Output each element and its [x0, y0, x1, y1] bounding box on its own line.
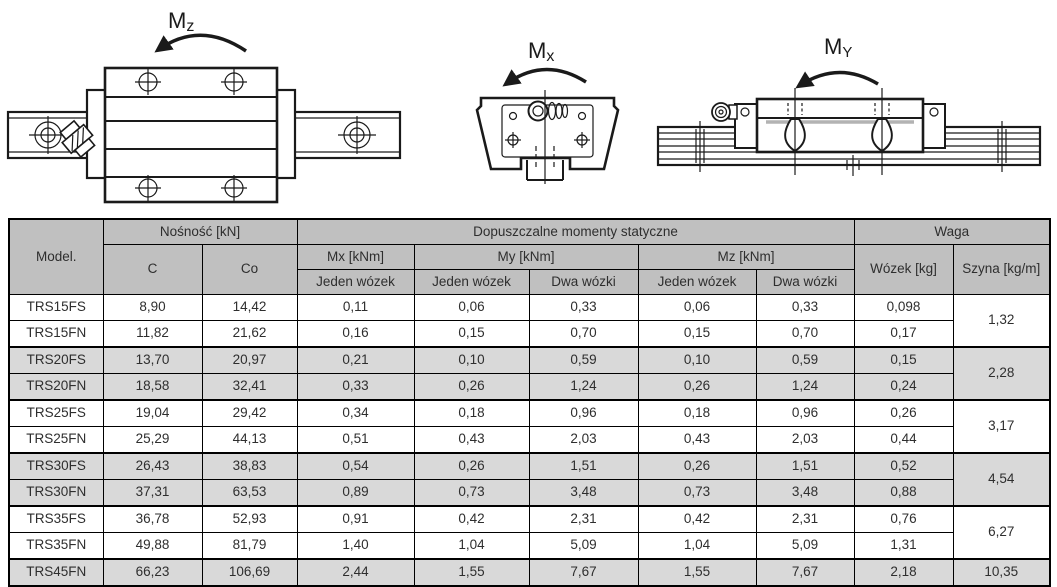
my-side-view-drawing: MY: [656, 34, 1042, 176]
col-header-model: Model.: [8, 218, 104, 295]
col-header-momenty: Dopuszczalne momenty statyczne: [296, 218, 855, 245]
carriage-bolt-hole: [135, 175, 161, 201]
table-header: Model. Nośność [kN] Dopuszczalne momenty…: [8, 218, 1051, 295]
mx-moment-arrow-icon: [502, 67, 587, 87]
mz-top-view-drawing: Mz: [6, 8, 402, 204]
szyna-merged-cell: 2,28: [952, 346, 1051, 401]
szyna-merged-cell: 1,32: [952, 294, 1051, 348]
carriage-bolt-hole: [221, 69, 247, 95]
col-header-wozek: Wózek [kg]: [853, 244, 954, 295]
model-cell: TRS25FN: [8, 426, 104, 454]
carriage-bolt-hole: [221, 175, 247, 201]
rail-bolt-mark: [997, 121, 1007, 172]
table-row: TRS25FS 19,04 29,42 0,34 0,18 0,96 0,18 …: [8, 399, 1051, 454]
end-view-bolt-hole: [574, 132, 590, 148]
rail-bolt-mark: [695, 121, 705, 172]
mz-label: Mz: [168, 8, 194, 35]
table-row: TRS15FS 8,90 14,42 0,11 0,06 0,33 0,06 0…: [8, 294, 1051, 348]
carriage-side-view: [711, 88, 946, 176]
col-header-mx-jeden: Jeden wózek: [296, 269, 415, 295]
grease-nipple: [59, 119, 96, 159]
model-cell: TRS30FN: [8, 479, 104, 507]
col-header-mx: Mx [kNm]: [296, 244, 415, 270]
model-cell: TRS35FN: [8, 532, 104, 560]
model-cell: TRS25FS: [8, 399, 104, 427]
mx-end-view-drawing: Mx: [475, 38, 620, 184]
szyna-merged-cell: 6,27: [952, 505, 1051, 560]
col-header-c: C: [102, 244, 203, 295]
model-cell: TRS15FN: [8, 320, 104, 348]
my-moment-arrow-icon: [795, 70, 879, 89]
col-header-my: My [kNm]: [413, 244, 639, 270]
col-header-co: Co: [201, 244, 298, 295]
end-view-bolt-hole: [505, 132, 521, 148]
model-cell: TRS20FN: [8, 373, 104, 401]
col-header-my-jeden: Jeden wózek: [413, 269, 530, 295]
col-header-waga: Waga: [853, 218, 1051, 245]
col-header-mz-dwa: Dwa wózki: [755, 269, 855, 295]
rail-bolt-hole: [29, 116, 67, 154]
mz-moment-arrow-icon: [154, 33, 247, 53]
grease-fitting: [527, 100, 569, 122]
col-header-mz: Mz [kNm]: [637, 244, 855, 270]
moment-direction-diagrams: Mz: [0, 0, 1057, 218]
table-row: TRS35FS 36,78 52,93 0,91 0,42 2,31 0,42 …: [8, 505, 1051, 560]
table-row: TRS25FN 25,29 44,13 0,51 0,43 2,03 0,43 …: [8, 426, 1050, 454]
table-row: TRS30FS 26,43 38,83 0,54 0,26 1,51 0,26 …: [8, 452, 1051, 507]
table-row: TRS30FN 37,31 63,53 0,89 0,73 3,48 0,73 …: [8, 479, 1050, 507]
col-header-my-dwa: Dwa wózki: [528, 269, 639, 295]
my-label: MY: [824, 34, 852, 61]
table-row: TRS15FN 11,82 21,62 0,16 0,15 0,70 0,15 …: [8, 320, 1050, 348]
diagrams-canvas: Mz: [6, 8, 1042, 204]
model-cell: TRS30FS: [8, 452, 104, 480]
carriage-end-view: [475, 90, 620, 184]
carriage-bolt-hole: [135, 69, 161, 95]
table-row: TRS45FN 66,23 106,69 2,44 1,55 7,67 1,55…: [8, 558, 1051, 587]
carriage-top-view: [59, 66, 297, 204]
bottom-center-mark: [846, 155, 860, 176]
col-header-nosnosc: Nośność [kN]: [102, 218, 298, 245]
grease-nipple-side: [711, 102, 738, 122]
rail-bolt-hole: [338, 116, 376, 154]
col-header-mz-jeden: Jeden wózek: [637, 269, 757, 295]
szyna-merged-cell: 3,17: [952, 399, 1051, 454]
table-row: TRS35FN 49,88 81,79 1,40 1,04 5,09 1,04 …: [8, 532, 1050, 560]
col-header-szyna: Szyna [kg/m]: [952, 244, 1051, 295]
mx-label: Mx: [528, 38, 554, 65]
load-ratings-table: Model. Nośność [kN] Dopuszczalne momenty…: [8, 218, 1052, 587]
table-row: TRS20FN 18,58 32,41 0,33 0,26 1,24 0,26 …: [8, 373, 1050, 401]
szyna-merged-cell: 10,35: [952, 558, 1051, 587]
model-cell: TRS20FS: [8, 346, 104, 374]
model-cell: TRS45FN: [8, 558, 104, 587]
table-row: TRS20FS 13,70 20,97 0,21 0,10 0,59 0,10 …: [8, 346, 1051, 401]
model-cell: TRS35FS: [8, 505, 104, 533]
model-cell: TRS15FS: [8, 294, 104, 321]
szyna-merged-cell: 4,54: [952, 452, 1051, 507]
